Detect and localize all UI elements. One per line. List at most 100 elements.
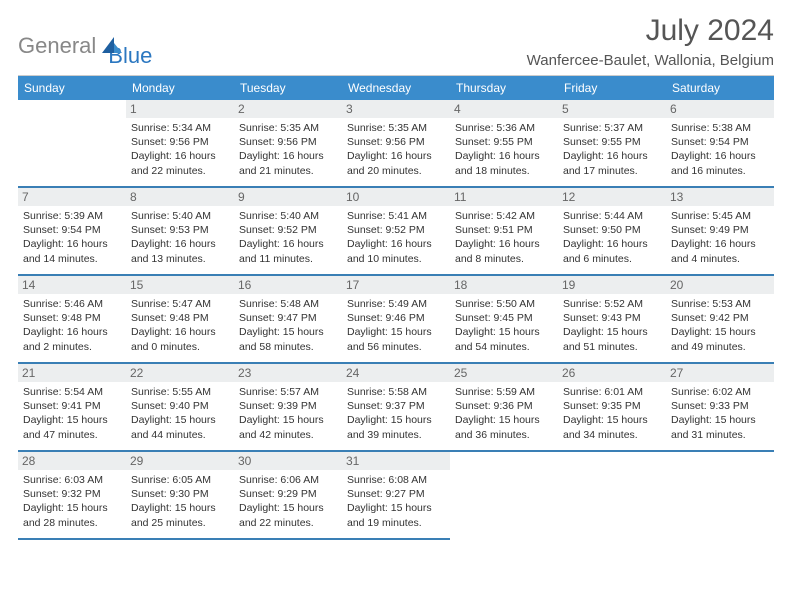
day-cell: 2 Sunrise: 5:35 AMSunset: 9:56 PMDaylight… (234, 100, 342, 188)
day-number: 28 (18, 452, 126, 470)
logo-icon (100, 35, 124, 55)
day-number: 27 (666, 364, 774, 382)
day-cell: 26 Sunrise: 6:01 AMSunset: 9:35 PMDayligh… (558, 364, 666, 452)
day-info: Sunrise: 6:01 AMSunset: 9:35 PMDaylight:… (563, 385, 661, 442)
day-info: Sunrise: 5:55 AMSunset: 9:40 PMDaylight:… (131, 385, 229, 442)
logo-text-general: General (18, 33, 96, 59)
day-cell: 29 Sunrise: 6:05 AMSunset: 9:30 PMDayligh… (126, 452, 234, 540)
day-info: Sunrise: 6:08 AMSunset: 9:27 PMDaylight:… (347, 473, 445, 530)
day-cell: 1 Sunrise: 5:34 AMSunset: 9:56 PMDaylight… (126, 100, 234, 188)
blank-cell (558, 452, 666, 540)
day-number: 8 (126, 188, 234, 206)
day-cell: 21 Sunrise: 5:54 AMSunset: 9:41 PMDayligh… (18, 364, 126, 452)
day-number: 23 (234, 364, 342, 382)
day-number: 31 (342, 452, 450, 470)
day-number: 19 (558, 276, 666, 294)
day-number: 1 (126, 100, 234, 118)
day-number: 13 (666, 188, 774, 206)
day-cell: 10Sunrise: 5:41 AMSunset: 9:52 PMDayligh… (342, 188, 450, 276)
day-cell: 24 Sunrise: 5:58 AMSunset: 9:37 PMDayligh… (342, 364, 450, 452)
day-info: Sunrise: 5:41 AMSunset: 9:52 PMDaylight:… (347, 209, 445, 266)
day-number: 5 (558, 100, 666, 118)
day-cell: 23 Sunrise: 5:57 AMSunset: 9:39 PMDayligh… (234, 364, 342, 452)
page-header: General Blue July 2024 Wanfercee-Baulet,… (18, 14, 774, 69)
day-cell: 11 Sunrise: 5:42 AMSunset: 9:51 PMDayligh… (450, 188, 558, 276)
month-title: July 2024 (527, 14, 774, 48)
day-cell: 19Sunrise: 5:52 AMSunset: 9:43 PMDayligh… (558, 276, 666, 364)
day-info: Sunrise: 5:40 AMSunset: 9:53 PMDaylight:… (131, 209, 229, 266)
day-cell: 13 Sunrise: 5:45 AMSunset: 9:49 PMDayligh… (666, 188, 774, 276)
day-number: 12 (558, 188, 666, 206)
day-number: 7 (18, 188, 126, 206)
day-info: Sunrise: 5:35 AMSunset: 9:56 PMDaylight:… (347, 121, 445, 178)
day-info: Sunrise: 5:44 AMSunset: 9:50 PMDaylight:… (563, 209, 661, 266)
day-info: Sunrise: 5:50 AMSunset: 9:45 PMDaylight:… (455, 297, 553, 354)
day-number: 9 (234, 188, 342, 206)
blank-cell (666, 452, 774, 540)
day-number: 30 (234, 452, 342, 470)
location: Wanfercee-Baulet, Wallonia, Belgium (527, 52, 774, 69)
day-info: Sunrise: 5:49 AMSunset: 9:46 PMDaylight:… (347, 297, 445, 354)
day-number: 16 (234, 276, 342, 294)
day-info: Sunrise: 5:54 AMSunset: 9:41 PMDaylight:… (23, 385, 121, 442)
day-number: 4 (450, 100, 558, 118)
day-info: Sunrise: 6:06 AMSunset: 9:29 PMDaylight:… (239, 473, 337, 530)
day-cell: 31 Sunrise: 6:08 AMSunset: 9:27 PMDayligh… (342, 452, 450, 540)
day-cell: 16 Sunrise: 5:48 AMSunset: 9:47 PMDayligh… (234, 276, 342, 364)
day-number: 2 (234, 100, 342, 118)
empty-cell (18, 100, 126, 188)
day-cell: 12 Sunrise: 5:44 AMSunset: 9:50 PMDayligh… (558, 188, 666, 276)
logo: General Blue (18, 17, 152, 69)
day-cell: 17 Sunrise: 5:49 AMSunset: 9:46 PMDayligh… (342, 276, 450, 364)
day-number: 11 (450, 188, 558, 206)
weekday-header: Sunday (18, 76, 126, 100)
day-info: Sunrise: 5:58 AMSunset: 9:37 PMDaylight:… (347, 385, 445, 442)
day-info: Sunrise: 6:02 AMSunset: 9:33 PMDaylight:… (671, 385, 769, 442)
day-cell: 5Sunrise: 5:37 AMSunset: 9:55 PMDaylight… (558, 100, 666, 188)
day-cell: 28 Sunrise: 6:03 AMSunset: 9:32 PMDayligh… (18, 452, 126, 540)
day-info: Sunrise: 5:53 AMSunset: 9:42 PMDaylight:… (671, 297, 769, 354)
day-info: Sunrise: 5:46 AMSunset: 9:48 PMDaylight:… (23, 297, 121, 354)
day-info: Sunrise: 5:48 AMSunset: 9:47 PMDaylight:… (239, 297, 337, 354)
day-info: Sunrise: 5:42 AMSunset: 9:51 PMDaylight:… (455, 209, 553, 266)
calendar-grid: SundayMondayTuesdayWednesdayThursdayFrid… (18, 75, 774, 540)
day-number: 22 (126, 364, 234, 382)
title-block: July 2024 Wanfercee-Baulet, Wallonia, Be… (527, 14, 774, 69)
day-number: 24 (342, 364, 450, 382)
day-cell: 8 Sunrise: 5:40 AMSunset: 9:53 PMDaylight… (126, 188, 234, 276)
day-info: Sunrise: 5:57 AMSunset: 9:39 PMDaylight:… (239, 385, 337, 442)
weekday-header: Monday (126, 76, 234, 100)
day-info: Sunrise: 5:40 AMSunset: 9:52 PMDaylight:… (239, 209, 337, 266)
day-cell: 4 Sunrise: 5:36 AMSunset: 9:55 PMDaylight… (450, 100, 558, 188)
day-info: Sunrise: 6:03 AMSunset: 9:32 PMDaylight:… (23, 473, 121, 530)
day-info: Sunrise: 5:34 AMSunset: 9:56 PMDaylight:… (131, 121, 229, 178)
day-number: 29 (126, 452, 234, 470)
day-info: Sunrise: 6:05 AMSunset: 9:30 PMDaylight:… (131, 473, 229, 530)
day-cell: 9 Sunrise: 5:40 AMSunset: 9:52 PMDaylight… (234, 188, 342, 276)
day-info: Sunrise: 5:45 AMSunset: 9:49 PMDaylight:… (671, 209, 769, 266)
day-info: Sunrise: 5:59 AMSunset: 9:36 PMDaylight:… (455, 385, 553, 442)
day-cell: 27 Sunrise: 6:02 AMSunset: 9:33 PMDayligh… (666, 364, 774, 452)
day-cell: 3Sunrise: 5:35 AMSunset: 9:56 PMDaylight… (342, 100, 450, 188)
day-number: 21 (18, 364, 126, 382)
day-cell: 14 Sunrise: 5:46 AMSunset: 9:48 PMDayligh… (18, 276, 126, 364)
day-info: Sunrise: 5:39 AMSunset: 9:54 PMDaylight:… (23, 209, 121, 266)
day-cell: 25 Sunrise: 5:59 AMSunset: 9:36 PMDayligh… (450, 364, 558, 452)
day-number: 26 (558, 364, 666, 382)
day-number: 20 (666, 276, 774, 294)
day-info: Sunrise: 5:35 AMSunset: 9:56 PMDaylight:… (239, 121, 337, 178)
weekday-header: Tuesday (234, 76, 342, 100)
day-cell: 15Sunrise: 5:47 AMSunset: 9:48 PMDayligh… (126, 276, 234, 364)
day-number: 25 (450, 364, 558, 382)
day-number: 15 (126, 276, 234, 294)
day-info: Sunrise: 5:36 AMSunset: 9:55 PMDaylight:… (455, 121, 553, 178)
day-number: 17 (342, 276, 450, 294)
day-number: 6 (666, 100, 774, 118)
day-info: Sunrise: 5:38 AMSunset: 9:54 PMDaylight:… (671, 121, 769, 178)
day-cell: 7 Sunrise: 5:39 AMSunset: 9:54 PMDaylight… (18, 188, 126, 276)
weekday-header: Thursday (450, 76, 558, 100)
day-cell: 30 Sunrise: 6:06 AMSunset: 9:29 PMDayligh… (234, 452, 342, 540)
day-number: 14 (18, 276, 126, 294)
day-cell: 18Sunrise: 5:50 AMSunset: 9:45 PMDayligh… (450, 276, 558, 364)
weekday-header: Wednesday (342, 76, 450, 100)
